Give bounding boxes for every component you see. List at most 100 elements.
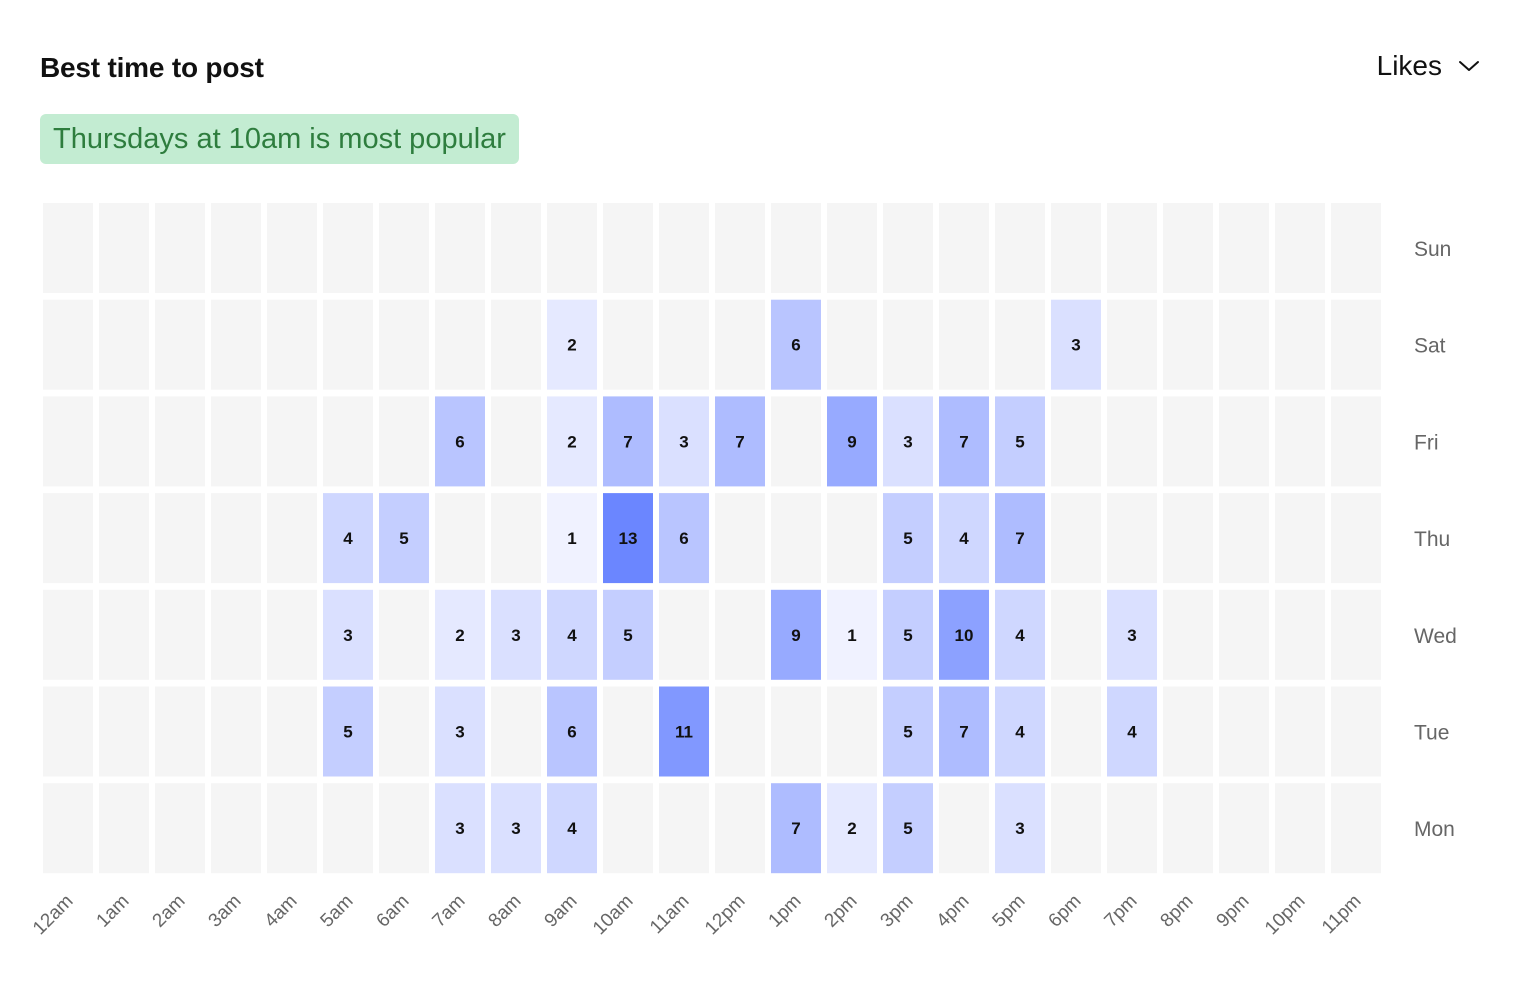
heatmap-cell-thu-8pm[interactable] (1163, 493, 1213, 584)
heatmap-cell-sun-11pm[interactable] (1331, 203, 1381, 293)
heatmap-cell-mon-12am[interactable] (43, 783, 93, 874)
heatmap-cell-tue-8am[interactable] (491, 686, 541, 777)
heatmap-cell-sat-2pm[interactable] (827, 299, 877, 390)
heatmap-cell-wed-12pm[interactable] (715, 589, 765, 680)
heatmap-cell-sat-10am[interactable] (603, 299, 653, 390)
heatmap-cell-mon-4am[interactable] (267, 783, 317, 874)
heatmap-cell-fri-2am[interactable] (155, 396, 205, 487)
heatmap-cell-thu-9am[interactable] (547, 493, 597, 584)
heatmap-cell-thu-4am[interactable] (267, 493, 317, 584)
heatmap-cell-sun-6pm[interactable] (1051, 203, 1101, 293)
heatmap-cell-thu-3pm[interactable] (883, 493, 933, 584)
heatmap-cell-fri-7pm[interactable] (1107, 396, 1157, 487)
heatmap-cell-tue-7pm[interactable] (1107, 686, 1157, 777)
heatmap-cell-sat-1am[interactable] (99, 299, 149, 390)
heatmap-cell-tue-10pm[interactable] (1275, 686, 1325, 777)
heatmap-cell-mon-1pm[interactable] (771, 783, 821, 874)
heatmap-cell-thu-1am[interactable] (99, 493, 149, 584)
heatmap-cell-mon-10pm[interactable] (1275, 783, 1325, 874)
heatmap-cell-tue-3am[interactable] (211, 686, 261, 777)
heatmap-cell-fri-4am[interactable] (267, 396, 317, 487)
heatmap-cell-mon-6am[interactable] (379, 783, 429, 874)
heatmap-cell-fri-4pm[interactable] (939, 396, 989, 487)
heatmap-cell-sat-5am[interactable] (323, 299, 373, 390)
heatmap-cell-fri-11pm[interactable] (1331, 396, 1381, 487)
heatmap-cell-thu-2am[interactable] (155, 493, 205, 584)
heatmap-cell-mon-11am[interactable] (659, 783, 709, 874)
heatmap-cell-fri-8am[interactable] (491, 396, 541, 487)
heatmap-cell-thu-9pm[interactable] (1219, 493, 1269, 584)
heatmap-cell-mon-9pm[interactable] (1219, 783, 1269, 874)
heatmap-cell-tue-12am[interactable] (43, 686, 93, 777)
heatmap-cell-sun-11am[interactable] (659, 203, 709, 293)
heatmap-cell-sun-2am[interactable] (155, 203, 205, 293)
heatmap-cell-fri-9pm[interactable] (1219, 396, 1269, 487)
heatmap-cell-thu-11am[interactable] (659, 493, 709, 584)
heatmap-cell-sat-11pm[interactable] (1331, 299, 1381, 390)
heatmap-cell-sat-8pm[interactable] (1163, 299, 1213, 390)
heatmap-cell-wed-2pm[interactable] (827, 589, 877, 680)
heatmap-cell-thu-7pm[interactable] (1107, 493, 1157, 584)
heatmap-cell-tue-11pm[interactable] (1331, 686, 1381, 777)
heatmap-cell-sun-8am[interactable] (491, 203, 541, 293)
heatmap-cell-fri-3pm[interactable] (883, 396, 933, 487)
heatmap-cell-wed-4pm[interactable] (939, 589, 989, 680)
heatmap-cell-wed-1am[interactable] (99, 589, 149, 680)
heatmap-cell-wed-10am[interactable] (603, 589, 653, 680)
heatmap-cell-sun-7am[interactable] (435, 203, 485, 293)
heatmap-cell-tue-10am[interactable] (603, 686, 653, 777)
heatmap-cell-fri-5pm[interactable] (995, 396, 1045, 487)
heatmap-cell-sat-12pm[interactable] (715, 299, 765, 390)
heatmap-cell-fri-6pm[interactable] (1051, 396, 1101, 487)
heatmap-cell-wed-10pm[interactable] (1275, 589, 1325, 680)
heatmap-cell-mon-12pm[interactable] (715, 783, 765, 874)
heatmap-cell-wed-8am[interactable] (491, 589, 541, 680)
heatmap-cell-sat-12am[interactable] (43, 299, 93, 390)
heatmap-cell-fri-1am[interactable] (99, 396, 149, 487)
heatmap-cell-wed-6am[interactable] (379, 589, 429, 680)
heatmap-cell-sun-4am[interactable] (267, 203, 317, 293)
heatmap-cell-tue-9am[interactable] (547, 686, 597, 777)
heatmap-cell-sun-5pm[interactable] (995, 203, 1045, 293)
heatmap-cell-tue-9pm[interactable] (1219, 686, 1269, 777)
heatmap-cell-sun-8pm[interactable] (1163, 203, 1213, 293)
metric-dropdown[interactable]: Likes (1377, 50, 1480, 82)
heatmap-cell-tue-5am[interactable] (323, 686, 373, 777)
heatmap-cell-wed-3am[interactable] (211, 589, 261, 680)
heatmap-cell-thu-5am[interactable] (323, 493, 373, 584)
heatmap-cell-mon-4pm[interactable] (939, 783, 989, 874)
heatmap-cell-sun-12am[interactable] (43, 203, 93, 293)
heatmap-cell-sun-10pm[interactable] (1275, 203, 1325, 293)
heatmap-cell-sun-10am[interactable] (603, 203, 653, 293)
heatmap-cell-sat-8am[interactable] (491, 299, 541, 390)
heatmap-cell-wed-12am[interactable] (43, 589, 93, 680)
heatmap-cell-tue-6pm[interactable] (1051, 686, 1101, 777)
heatmap-cell-fri-8pm[interactable] (1163, 396, 1213, 487)
heatmap-cell-wed-1pm[interactable] (771, 589, 821, 680)
heatmap-cell-fri-3am[interactable] (211, 396, 261, 487)
heatmap-cell-thu-12am[interactable] (43, 493, 93, 584)
heatmap-cell-sun-4pm[interactable] (939, 203, 989, 293)
heatmap-cell-wed-11pm[interactable] (1331, 589, 1381, 680)
heatmap-cell-fri-10am[interactable] (603, 396, 653, 487)
heatmap-cell-fri-12pm[interactable] (715, 396, 765, 487)
heatmap-cell-sun-3am[interactable] (211, 203, 261, 293)
heatmap-cell-mon-3am[interactable] (211, 783, 261, 874)
heatmap-cell-wed-8pm[interactable] (1163, 589, 1213, 680)
heatmap-cell-thu-3am[interactable] (211, 493, 261, 584)
heatmap-cell-tue-3pm[interactable] (883, 686, 933, 777)
heatmap-cell-thu-2pm[interactable] (827, 493, 877, 584)
heatmap-cell-tue-2pm[interactable] (827, 686, 877, 777)
heatmap-cell-sun-6am[interactable] (379, 203, 429, 293)
heatmap-cell-sat-3pm[interactable] (883, 299, 933, 390)
heatmap-cell-wed-7am[interactable] (435, 589, 485, 680)
heatmap-cell-sat-9am[interactable] (547, 299, 597, 390)
heatmap-cell-tue-2am[interactable] (155, 686, 205, 777)
heatmap-cell-sun-2pm[interactable] (827, 203, 877, 293)
heatmap-cell-tue-7am[interactable] (435, 686, 485, 777)
heatmap-cell-sat-6am[interactable] (379, 299, 429, 390)
heatmap-cell-thu-10am[interactable] (603, 493, 653, 584)
heatmap-cell-tue-11am[interactable] (659, 686, 709, 777)
heatmap-cell-fri-6am[interactable] (379, 396, 429, 487)
heatmap-cell-tue-4am[interactable] (267, 686, 317, 777)
